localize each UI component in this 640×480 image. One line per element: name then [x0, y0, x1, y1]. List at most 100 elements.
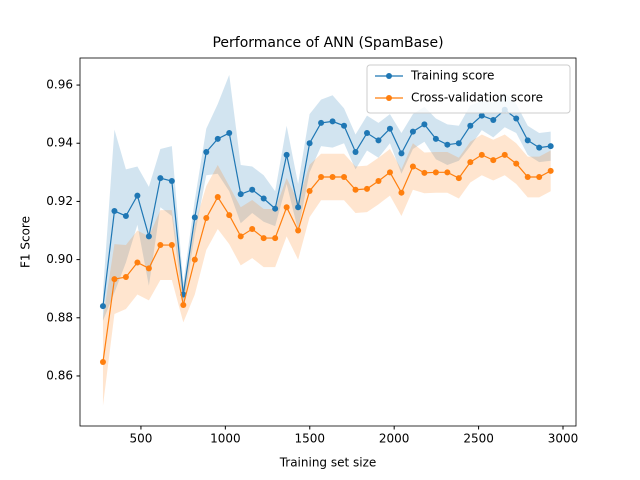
point	[214, 194, 221, 201]
point	[329, 118, 336, 125]
point	[122, 212, 129, 219]
point	[513, 115, 520, 122]
series-line	[102, 109, 551, 307]
point	[536, 144, 543, 151]
point	[295, 227, 302, 234]
point	[467, 122, 474, 129]
point	[409, 163, 416, 170]
point	[536, 173, 543, 180]
point	[260, 235, 267, 242]
point	[99, 359, 106, 365]
point	[111, 276, 118, 283]
point	[455, 175, 462, 182]
point	[226, 130, 233, 137]
point	[455, 140, 462, 147]
y-tick-label: 0.94	[46, 136, 73, 150]
point	[363, 130, 370, 137]
point	[432, 135, 439, 142]
x-tick-label: 1500	[294, 432, 325, 446]
point	[490, 116, 497, 123]
x-tick-label: 2000	[379, 432, 410, 446]
legend-marker	[386, 95, 392, 101]
x-tick-label: 3000	[548, 432, 579, 446]
point	[145, 265, 152, 272]
point	[283, 151, 290, 158]
point	[375, 178, 382, 185]
y-tick-label: 0.92	[46, 194, 73, 208]
point	[329, 173, 336, 180]
x-tick-label: 500	[129, 432, 152, 446]
point	[203, 215, 210, 221]
point	[375, 137, 382, 144]
point	[501, 151, 508, 158]
point	[444, 169, 451, 176]
y-tick-label: 0.86	[46, 368, 73, 382]
point	[318, 119, 325, 126]
point	[249, 226, 256, 233]
point	[272, 205, 279, 212]
point	[341, 122, 348, 129]
point	[134, 192, 141, 199]
point	[111, 208, 118, 215]
point	[306, 187, 313, 194]
point	[226, 212, 233, 219]
y-tick-label: 0.96	[46, 78, 73, 92]
point	[513, 160, 520, 167]
point	[191, 256, 198, 263]
legend-label: Training score	[410, 69, 494, 83]
point	[145, 233, 152, 240]
x-tick-label: 1000	[210, 432, 241, 446]
point	[249, 186, 256, 193]
point	[260, 195, 267, 202]
y-tick-label: 0.90	[46, 252, 73, 266]
legend-marker	[386, 73, 392, 79]
point	[295, 204, 302, 211]
confidence-band	[102, 74, 551, 321]
point	[524, 173, 531, 180]
point	[432, 169, 439, 176]
point	[478, 151, 485, 158]
point	[363, 185, 370, 192]
point	[352, 148, 359, 155]
y-tick-label: 0.88	[46, 310, 73, 324]
point	[306, 140, 313, 147]
point	[272, 235, 279, 242]
point	[157, 242, 164, 249]
point	[398, 150, 405, 157]
point	[122, 274, 129, 281]
point	[421, 169, 428, 176]
point	[99, 303, 106, 310]
point	[180, 301, 187, 308]
point	[237, 233, 244, 240]
y-axis-label: F1 Score	[19, 216, 33, 268]
plot-frame	[79, 57, 577, 427]
point	[386, 125, 393, 132]
point	[168, 242, 175, 249]
point	[214, 135, 221, 142]
point	[283, 204, 290, 211]
series-line	[102, 154, 551, 363]
point	[191, 214, 198, 221]
point	[134, 259, 141, 266]
point	[444, 141, 451, 148]
point	[547, 143, 554, 150]
x-axis-label: Training set size	[279, 456, 377, 470]
point	[547, 167, 554, 174]
point	[237, 191, 244, 198]
point	[386, 169, 393, 176]
point	[341, 173, 348, 180]
point	[478, 112, 485, 119]
point	[467, 159, 474, 166]
point	[524, 137, 531, 144]
point	[398, 189, 405, 196]
point	[409, 128, 416, 135]
point	[421, 121, 428, 128]
point	[352, 186, 359, 193]
point	[203, 148, 210, 155]
point	[157, 175, 164, 182]
chart-title: Performance of ANN (SpamBase)	[212, 35, 443, 51]
x-tick-label: 2500	[463, 432, 494, 446]
point	[168, 178, 175, 185]
point	[318, 173, 325, 180]
